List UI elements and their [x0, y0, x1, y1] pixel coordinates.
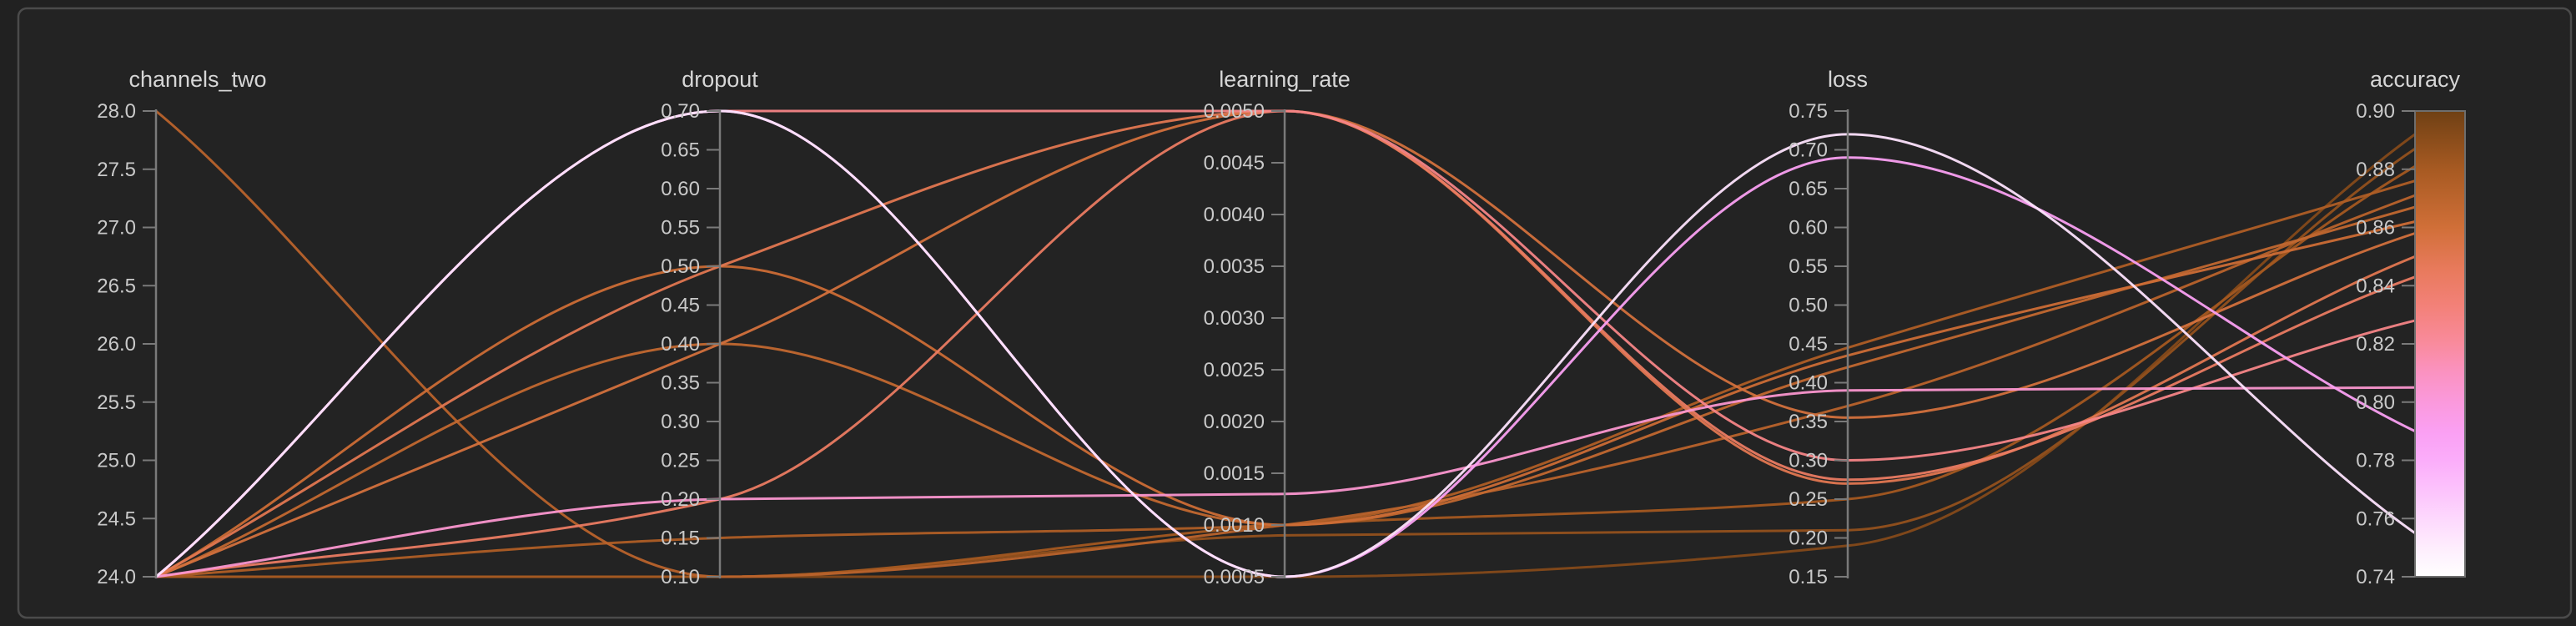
accuracy-colorbar	[2414, 110, 2466, 578]
panel-frame	[17, 7, 2573, 619]
tick-label: 0.78	[2356, 450, 2395, 472]
axis-channels_two: 28.0 27.5 27.0 26.5 26.0 25.5 25.0 24.5 24.0 chan…	[97, 67, 266, 588]
tick-label: 0.30	[661, 411, 700, 433]
tick-label: 0.0050	[1204, 100, 1265, 123]
tick-label: 0.60	[1789, 217, 1828, 240]
tick-label: 0.0025	[1204, 359, 1265, 381]
axis-title-dropout: dropout	[682, 67, 758, 92]
tick-label: 0.30	[1789, 450, 1828, 472]
tick-label: 24.0	[97, 566, 136, 588]
tick-label: 0.25	[1789, 488, 1828, 511]
tick-label: 26.5	[97, 275, 136, 297]
tick-label: 0.65	[1789, 178, 1828, 200]
tick-label: 0.40	[661, 333, 700, 356]
tick-label: 0.74	[2356, 566, 2395, 588]
tick-label: 0.75	[1789, 100, 1828, 123]
tick-label: 25.5	[97, 391, 136, 414]
axis-accuracy: 0.90 0.88 0.86 0.84 0.82 0.80 0.78 0.76 0.74 accu…	[2356, 67, 2466, 588]
tick-label: 0.0035	[1204, 255, 1265, 278]
tick-label: 0.76	[2356, 507, 2395, 530]
tick-label: 0.55	[661, 217, 700, 240]
tick-label: 27.5	[97, 159, 136, 181]
tick-label: 0.0020	[1204, 411, 1265, 433]
tick-label: 0.35	[661, 372, 700, 395]
tick-label: 0.15	[1789, 566, 1828, 588]
tick-label: 0.50	[661, 255, 700, 278]
axis-title-accuracy: accuracy	[2370, 67, 2461, 92]
tick-label: 0.45	[1789, 333, 1828, 356]
tick-label: 0.15	[661, 528, 700, 550]
run-line[interactable]	[154, 109, 2417, 578]
tick-label: 0.0030	[1204, 307, 1265, 330]
tick-label: 0.40	[1789, 372, 1828, 395]
tick-label: 25.0	[97, 450, 136, 472]
axis-loss: 0.75 0.70 0.65 0.60 0.55 0.50 0.45 0.40 0.35 0.30…	[1789, 67, 1868, 588]
run-line[interactable]	[154, 220, 2417, 578]
tick-label: 0.20	[1789, 528, 1828, 550]
tick-label: 26.0	[97, 333, 136, 356]
tick-label: 0.0040	[1204, 204, 1265, 226]
tick-label: 0.10	[661, 566, 700, 588]
tick-label: 0.0010	[1204, 514, 1265, 537]
tick-label: 0.20	[661, 488, 700, 511]
tick-label: 0.0005	[1204, 566, 1265, 588]
axis-dropout: 0.70 0.65 0.60 0.55 0.50 0.45 0.40 0.35 0.30 0.25…	[661, 67, 758, 588]
tick-label: 0.88	[2356, 159, 2395, 181]
tick-label: 0.0045	[1204, 152, 1265, 174]
tick-label: 24.5	[97, 507, 136, 530]
tick-label: 0.90	[2356, 100, 2395, 123]
tick-label: 0.65	[661, 139, 700, 162]
tick-label: 0.60	[661, 178, 700, 200]
tick-label: 0.86	[2356, 217, 2395, 240]
axis-learning_rate: 0.0050 0.0045 0.0040 0.0035 0.0030 0.0025 0.00…	[1204, 67, 1351, 588]
tick-label: 0.45	[661, 295, 700, 317]
tick-label: 0.84	[2356, 275, 2395, 297]
tick-label: 0.35	[1789, 411, 1828, 433]
tick-label: 0.70	[661, 100, 700, 123]
tick-label: 0.82	[2356, 333, 2395, 356]
axis-title-channels_two: channels_two	[128, 67, 266, 92]
axis-title-learning_rate: learning_rate	[1219, 67, 1351, 92]
tick-label: 27.0	[97, 217, 136, 240]
tick-label: 0.80	[2356, 391, 2395, 414]
axis-title-loss: loss	[1828, 67, 1868, 92]
tick-label: 0.70	[1789, 139, 1828, 162]
tick-label: 0.0015	[1204, 462, 1265, 485]
tick-label: 0.55	[1789, 255, 1828, 278]
tick-label: 0.25	[661, 450, 700, 472]
tick-label: 0.50	[1789, 295, 1828, 317]
tick-label: 28.0	[97, 100, 136, 123]
